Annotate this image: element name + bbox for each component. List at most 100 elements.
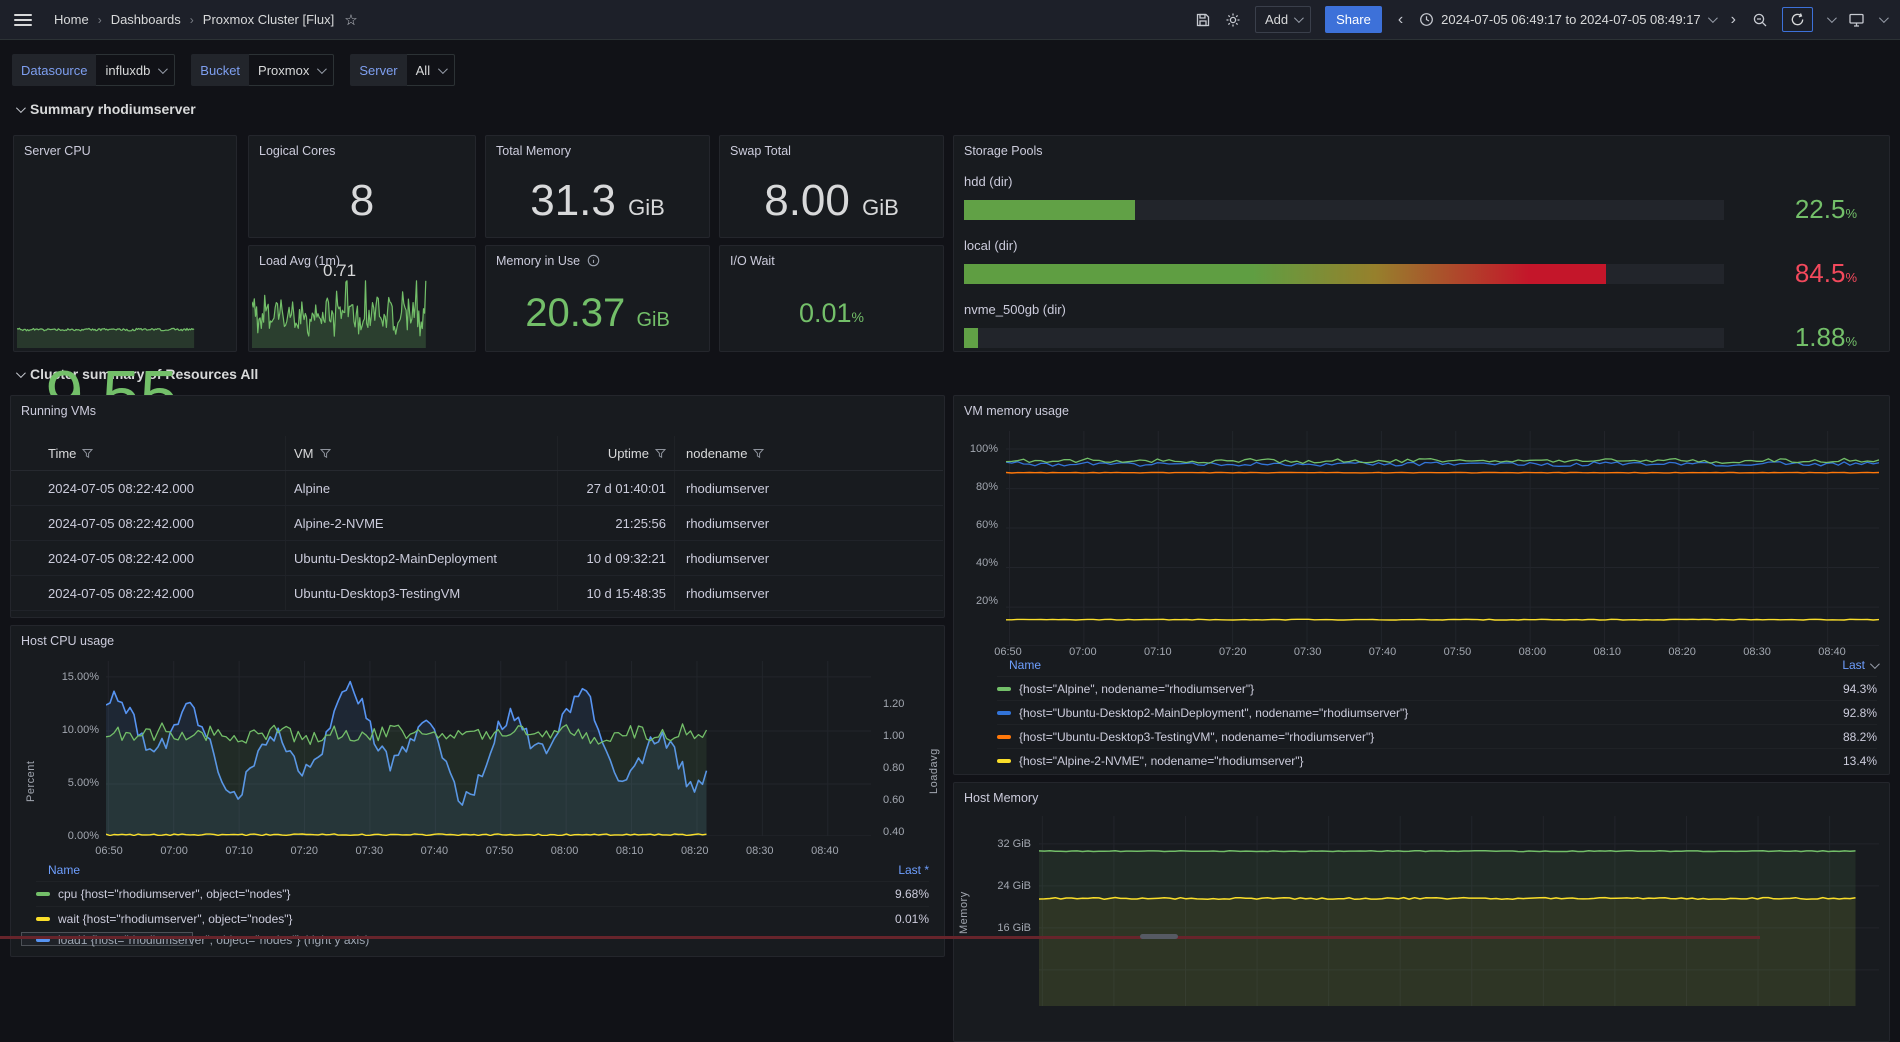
- chevron-down-icon: [1294, 13, 1304, 23]
- panel-server-cpu: Server CPU 9.55%: [13, 135, 237, 352]
- share-button[interactable]: Share: [1325, 6, 1382, 33]
- add-button[interactable]: Add: [1255, 6, 1311, 33]
- chevron-down-icon: [317, 64, 327, 74]
- table-row[interactable]: 2024-07-05 08:22:42.000 Alpine-2-NVME 21…: [11, 506, 943, 541]
- variable-current-value: All: [416, 63, 430, 78]
- axis-tick: 07:20: [1215, 646, 1251, 658]
- tv-kiosk-icon[interactable]: [1848, 12, 1865, 28]
- variable-value-dropdown[interactable]: All: [407, 54, 455, 86]
- axis-tick: 15.00%: [35, 671, 99, 683]
- cell-nodename: rhodiumserver: [675, 576, 943, 610]
- legend-value: 0.01%: [895, 912, 929, 926]
- variable-label: Datasource: [12, 54, 96, 86]
- axis-tick: 32 GiB: [976, 838, 1031, 850]
- legend-last-header[interactable]: Last *: [898, 863, 929, 877]
- legend-item[interactable]: {host="Alpine-2-NVME", nodename="rhodium…: [997, 748, 1877, 772]
- y2-axis-ticks: 1.201.000.800.600.40: [883, 698, 913, 838]
- storage-pool-bar-fill: [964, 200, 1135, 220]
- axis-tick: 60%: [954, 519, 998, 531]
- refresh-interval-chevron-icon[interactable]: [1827, 13, 1837, 23]
- cell-vm: Alpine-2-NVME: [286, 506, 558, 540]
- panel-title: Total Memory: [496, 144, 571, 158]
- time-shift-back-icon[interactable]: ‹: [1396, 11, 1405, 29]
- filter-funnel-icon[interactable]: [320, 448, 331, 459]
- storage-pool: local (dir) 84.5%: [964, 238, 1879, 289]
- legend-last-header[interactable]: Last: [1842, 658, 1877, 672]
- storage-pool-name: hdd (dir): [964, 174, 1879, 189]
- panel-host-memory: Host Memory Memory 32 GiB24 GiB16 GiB: [953, 782, 1890, 1042]
- table-header-cell[interactable]: Uptime: [558, 436, 675, 470]
- filter-funnel-icon[interactable]: [82, 448, 93, 459]
- favorite-star-icon[interactable]: ☆: [344, 11, 357, 29]
- zoom-out-time-icon[interactable]: [1752, 12, 1768, 28]
- panel-title: Server CPU: [24, 144, 91, 158]
- legend-name-header[interactable]: Name: [48, 863, 80, 877]
- axis-tick: 08:10: [612, 845, 648, 857]
- panel-title: Swap Total: [730, 144, 791, 158]
- legend-item[interactable]: cpu {host="rhodiumserver", object="nodes…: [36, 881, 929, 906]
- total-memory-value: 31.3 GiB: [486, 176, 709, 226]
- table-header-cell[interactable]: VM: [286, 436, 558, 470]
- top-nav: Home › Dashboards › Proxmox Cluster [Flu…: [0, 0, 1900, 40]
- axis-tick: 1.20: [883, 698, 913, 710]
- filter-funnel-icon[interactable]: [655, 448, 666, 459]
- table-row[interactable]: 2024-07-05 08:22:42.000 Alpine 27 d 01:4…: [11, 471, 943, 506]
- info-icon[interactable]: [587, 254, 600, 267]
- clock-icon: [1419, 12, 1434, 27]
- breadcrumb-home[interactable]: Home: [54, 12, 89, 27]
- variable-value-dropdown[interactable]: influxdb: [96, 54, 175, 86]
- table-header-cell[interactable]: nodename: [675, 436, 943, 470]
- refresh-button[interactable]: [1782, 7, 1813, 32]
- running-vms-table: Time VM Uptime nodename 2024-07-05 08:22…: [11, 436, 943, 611]
- time-shift-forward-icon[interactable]: ›: [1729, 11, 1738, 29]
- host-memory-chart[interactable]: [1039, 816, 1879, 1006]
- axis-tick: 08:00: [1514, 646, 1550, 658]
- menu-icon[interactable]: [14, 14, 32, 26]
- series-color-dash: [997, 711, 1011, 715]
- legend-label: cpu {host="rhodiumserver", object="nodes…: [58, 887, 291, 901]
- time-range-picker[interactable]: 2024-07-05 06:49:17 to 2024-07-05 08:49:…: [1419, 12, 1715, 27]
- legend-name-header[interactable]: Name: [1009, 658, 1041, 672]
- legend-item[interactable]: {host="Alpine", nodename="rhodiumserver"…: [997, 676, 1877, 700]
- axis-tick: 08:30: [1739, 646, 1775, 658]
- axis-tick: 06:50: [91, 845, 127, 857]
- cell-uptime: 27 d 01:40:01: [558, 471, 675, 505]
- panel-title: Storage Pools: [964, 144, 1043, 158]
- storage-pool-percent: 84.5%: [1724, 258, 1879, 289]
- panel-title: Memory in Use: [496, 254, 600, 268]
- variable-control: Bucket Proxmox: [191, 54, 334, 86]
- storage-pool-bar-track: [964, 264, 1724, 284]
- axis-tick: 08:40: [1814, 646, 1850, 658]
- dashboard-settings-gear-icon[interactable]: [1225, 12, 1241, 28]
- save-dashboard-icon[interactable]: [1195, 12, 1211, 28]
- legend-item[interactable]: {host="Ubuntu-Desktop3-TestingVM", noden…: [997, 724, 1877, 748]
- axis-tick: 07:30: [1290, 646, 1326, 658]
- chevron-down-icon: [16, 103, 26, 113]
- table-header-cell[interactable]: Time: [11, 436, 286, 470]
- breadcrumb-separator: ›: [98, 13, 102, 27]
- panel-vm-memory-usage: VM memory usage 100%80%60%40%20% 06:5007…: [953, 395, 1890, 775]
- axis-tick: 0.00%: [35, 830, 99, 842]
- horizontal-scrollbar-thumb[interactable]: [1140, 934, 1178, 939]
- panel-title: Host Memory: [964, 791, 1038, 805]
- storage-pool-percent: 22.5%: [1724, 194, 1879, 225]
- axis-tick: 07:00: [1065, 646, 1101, 658]
- filter-funnel-icon[interactable]: [753, 448, 764, 459]
- variable-label: Bucket: [191, 54, 249, 86]
- table-row[interactable]: 2024-07-05 08:22:42.000 Ubuntu-Desktop2-…: [11, 541, 943, 576]
- variable-value-dropdown[interactable]: Proxmox: [249, 54, 334, 86]
- vm-memory-chart[interactable]: [1006, 431, 1879, 646]
- breadcrumb-dashboards[interactable]: Dashboards: [111, 12, 181, 27]
- legend-item[interactable]: {host="Ubuntu-Desktop2-MainDeployment", …: [997, 700, 1877, 724]
- row-header-summary[interactable]: Summary rhodiumserver: [16, 101, 196, 117]
- legend-item[interactable]: wait {host="rhodiumserver", object="node…: [36, 906, 929, 931]
- axis-tick: 80%: [954, 481, 998, 493]
- host-cpu-chart[interactable]: [106, 661, 871, 836]
- legend-value: 92.8%: [1843, 706, 1877, 720]
- axis-tick: 0.60: [883, 794, 913, 806]
- kiosk-menu-chevron-icon[interactable]: [1879, 13, 1889, 23]
- breadcrumb-current: Proxmox Cluster [Flux]: [203, 12, 334, 27]
- storage-pool-percent: 1.88%: [1724, 322, 1879, 353]
- table-row[interactable]: 2024-07-05 08:22:42.000 Ubuntu-Desktop3-…: [11, 576, 943, 611]
- variable-current-value: Proxmox: [258, 63, 309, 78]
